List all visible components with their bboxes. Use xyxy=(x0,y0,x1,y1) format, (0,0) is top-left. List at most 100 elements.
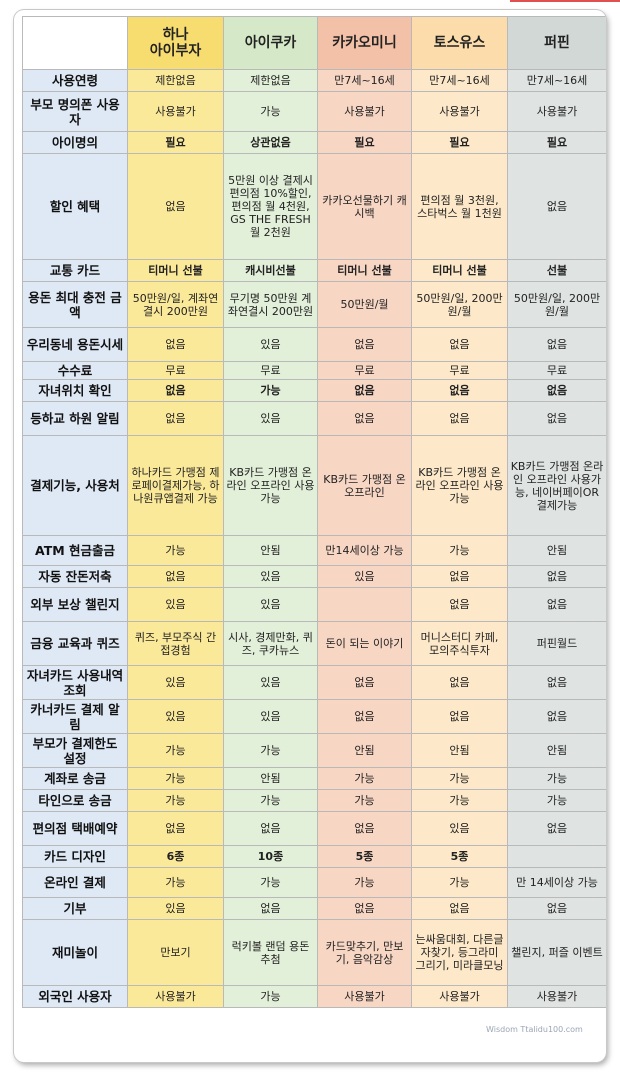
table-cell: 가능 xyxy=(223,91,318,132)
table-cell: 안됨 xyxy=(507,733,606,768)
table-cell: KB카드 가맹점 온오프라인 xyxy=(317,435,412,536)
table-row: 교통 카드 티머니 선불 캐시비선불 티머니 선불 티머니 선불 선불 xyxy=(22,259,606,282)
row-header: 등하교 하원 알림 xyxy=(22,401,128,436)
table-cell: 없음 xyxy=(127,401,224,436)
table-cell: 안됨 xyxy=(223,535,318,566)
table-cell: 있음 xyxy=(223,565,318,588)
table-cell: 없음 xyxy=(317,379,412,402)
table-cell: 상관없음 xyxy=(223,131,318,154)
table-cell: 있음 xyxy=(223,587,318,622)
table-cell: 없음 xyxy=(507,153,606,260)
row-header: 사용연령 xyxy=(22,69,128,92)
table-cell: 없음 xyxy=(507,327,606,362)
table-cell: 있음 xyxy=(127,665,224,700)
table-body: 사용연령 제한없음 제한없음 만7세~16세 만7세~16세 만7세~16세 부모 명의폰 … xyxy=(22,69,606,1008)
table-cell: 없음 xyxy=(127,153,224,260)
table-row: 외국인 사용자 사용불가 가능 사용불가 사용불가 사용불가 xyxy=(22,985,606,1008)
table-cell: 사용불가 xyxy=(317,91,412,132)
col-header-tossyouth: 토스유스 xyxy=(411,16,508,70)
table-row: 외부 보상 챌린지 있음 있음 없음 없음 xyxy=(22,587,606,622)
table-row: 계좌로 송금 가능 안됨 가능 가능 가능 xyxy=(22,767,606,790)
table-cell: 없음 xyxy=(411,401,508,436)
table-cell: 카드맞추기, 만보기, 음악감상 xyxy=(317,919,412,986)
table-cell: 50만원/일, 200만원/월 xyxy=(507,281,606,328)
table-cell: 가능 xyxy=(507,767,606,790)
row-header: 계좌로 송금 xyxy=(22,767,128,790)
table-cell: 안됨 xyxy=(507,535,606,566)
table-row: 자녀카드 사용내역조회 있음 있음 없음 없음 없음 xyxy=(22,665,606,700)
table-cell: 5종 xyxy=(317,845,412,868)
row-header: 아이명의 xyxy=(22,131,128,154)
table-cell: KB카드 가맹점 온라인 오프라인 사용가능 xyxy=(411,435,508,536)
table-cell: 가능 xyxy=(223,379,318,402)
table-cell: 가능 xyxy=(127,767,224,790)
table-cell: 가능 xyxy=(127,535,224,566)
table-cell: 무료 xyxy=(127,361,224,380)
table-cell: 카카오선물하기 캐시백 xyxy=(317,153,412,260)
table-cell: 사용불가 xyxy=(127,985,224,1008)
table-cell: 5만원 이상 결제시 편의점 10%할인, 편의점 월 4천원, GS THE … xyxy=(223,153,318,260)
table-cell: 무료 xyxy=(317,361,412,380)
table-cell: 티머니 선불 xyxy=(317,259,412,282)
table-row: 아이명의 필요 상관없음 필요 필요 필요 xyxy=(22,131,606,154)
table-cell: 가능 xyxy=(127,733,224,768)
table-row: 자동 잔돈저축 없음 있음 있음 없음 없음 xyxy=(22,565,606,588)
table-cell: 가능 xyxy=(223,789,318,812)
table-cell: 캐시비선불 xyxy=(223,259,318,282)
table-cell: 없음 xyxy=(317,811,412,846)
table-cell: 가능 xyxy=(317,867,412,898)
table-cell: 없음 xyxy=(507,401,606,436)
table-cell: 럭키볼 랜덤 용돈 추첨 xyxy=(223,919,318,986)
table-row: 용돈 최대 충전 금액 50만원/일, 계좌연결시 200만원 무기명 50만원 계… xyxy=(22,281,606,328)
table-cell: 50만원/월 xyxy=(317,281,412,328)
table-cell: 없음 xyxy=(317,401,412,436)
table-cell: 만7세~16세 xyxy=(411,69,508,92)
table-cell: 없음 xyxy=(223,811,318,846)
table-cell: 있음 xyxy=(223,401,318,436)
table-cell: 가능 xyxy=(223,867,318,898)
col-header-hana: 하나 아이부자 xyxy=(127,16,224,70)
table-cell: 없음 xyxy=(507,811,606,846)
table-cell: 50만원/일, 200만원/월 xyxy=(411,281,508,328)
table-cell: 없음 xyxy=(411,379,508,402)
row-header: 편의점 택배예약 xyxy=(22,811,128,846)
table-cell: 5종 xyxy=(411,845,508,868)
table-cell: 없음 xyxy=(411,327,508,362)
table-cell: 편의점 월 3천원, 스타벅스 월 1천원 xyxy=(411,153,508,260)
row-header: 자동 잔돈저축 xyxy=(22,565,128,588)
table-cell: 필요 xyxy=(317,131,412,154)
table-row: 카드 디자인 6종 10종 5종 5종 xyxy=(22,845,606,868)
table-cell: 만 14세이상 가능 xyxy=(507,867,606,898)
row-header: 외부 보상 챌린지 xyxy=(22,587,128,622)
table-cell: 없음 xyxy=(411,699,508,734)
table-row: 부모가 결제한도 설정 가능 가능 안됨 안됨 안됨 xyxy=(22,733,606,768)
table-cell: 없음 xyxy=(127,379,224,402)
top-accent-line xyxy=(510,0,620,2)
row-header: 자녀카드 사용내역조회 xyxy=(22,665,128,700)
table-row: 기부 있음 없음 없음 없음 없음 xyxy=(22,897,606,920)
table-cell: 만14세이상 가능 xyxy=(317,535,412,566)
table-cell: 선불 xyxy=(507,259,606,282)
table-row: 사용연령 제한없음 제한없음 만7세~16세 만7세~16세 만7세~16세 xyxy=(22,69,606,92)
table-cell: 가능 xyxy=(127,789,224,812)
table-row: 할인 혜택 없음 5만원 이상 결제시 편의점 10%할인, 편의점 월 4천원, … xyxy=(22,153,606,260)
table-cell: 가능 xyxy=(411,867,508,898)
table-cell: 무기명 50만원 계좌연결시 200만원 xyxy=(223,281,318,328)
row-header: ATM 현금출금 xyxy=(22,535,128,566)
table-cell: 안됨 xyxy=(317,733,412,768)
table-cell: 돈이 되는 이야기 xyxy=(317,621,412,666)
table-cell: 없음 xyxy=(127,327,224,362)
table-cell: 필요 xyxy=(127,131,224,154)
table-cell: 사용불가 xyxy=(507,91,606,132)
header-row: 하나 아이부자 아이쿠카 카카오미니 토스유스 퍼핀 xyxy=(22,16,606,70)
table-cell: 없음 xyxy=(507,565,606,588)
table-row: 부모 명의폰 사용자 사용불가 가능 사용불가 사용불가 사용불가 xyxy=(22,91,606,132)
table-cell: 가능 xyxy=(223,733,318,768)
table-cell: 6종 xyxy=(127,845,224,868)
comparison-card: 하나 아이부자 아이쿠카 카카오미니 토스유스 퍼핀 사용연령 제한없음 제한없음 만… xyxy=(14,10,606,1062)
table-cell: 있음 xyxy=(223,327,318,362)
table-row: 수수료 무료 무료 무료 무료 무료 xyxy=(22,361,606,380)
table-cell: 없음 xyxy=(507,379,606,402)
table-cell: 없음 xyxy=(507,897,606,920)
table-cell: 없음 xyxy=(127,565,224,588)
